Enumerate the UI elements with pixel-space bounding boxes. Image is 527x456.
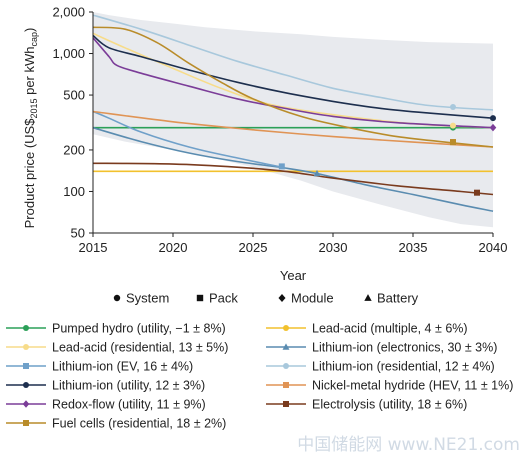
legend-label-lithium-ion-utility-12-3: Lithium-ion (utility, 12 ± 3%): [52, 379, 205, 393]
legend-marker-fuel-cells-residential-18-2: [23, 420, 29, 426]
series-marker-lithium-ion-ev-16-4: [278, 163, 285, 170]
y-axis-title-main: Product price (US$: [22, 118, 37, 229]
legend-marker-electrolysis-utility-18-6: [283, 401, 289, 407]
legend-marker-nickel-metal-hydride-hev-11-1: [283, 382, 289, 388]
legend: Pumped hydro (utility, −1 ± 8%) Lead-acid…: [6, 322, 513, 431]
series-marker-lead-acid-residential-13-5: [450, 122, 456, 129]
key-label-pack: Pack: [209, 291, 238, 306]
axes: 2015 2020 2025 2030 2035 2040 50 100 200 500 1,000…: [52, 5, 507, 256]
legend-marker-lithium-ion-utility-12-3: [23, 382, 29, 388]
series-marker-lithium-ion-utility-12-3: [490, 115, 496, 122]
series-line-lithium-ion-electronics-30-3: [92, 126, 494, 212]
y-tick-label-50: 50: [71, 226, 85, 241]
legend-marker-lithium-ion-electronics-30-3: [282, 343, 290, 350]
series-lines: [92, 14, 494, 212]
legend-marker-lithium-ion-residential-12-4: [283, 363, 289, 369]
legend-label-lead-acid-multiple-4-6: Lead-acid (multiple, 4 ± 6%): [312, 322, 468, 336]
series-marker-fuel-cells-residential-18-2: [450, 139, 456, 146]
legend-marker-lead-acid-residential-13-5: [23, 344, 29, 350]
x-tick-label-2025: 2025: [239, 240, 268, 255]
x-tick-label-2040: 2040: [479, 240, 508, 255]
legend-label-lithium-ion-ev-16-4: Lithium-ion (EV, 16 ± 4%): [52, 360, 193, 374]
key-marker-pack: [196, 294, 204, 302]
y-axis-title-end: ): [22, 28, 37, 32]
key-marker-system: [113, 294, 121, 302]
marker-key: System Pack Module Battery: [113, 291, 419, 306]
series-marker-redox-flow-utility-11-9: [489, 123, 497, 132]
legend-label-nickel-metal-hydride-hev-11-1: Nickel-metal hydride (HEV, 11 ± 1%): [312, 379, 513, 393]
series-line-lithium-ion-ev-16-4: [92, 110, 282, 168]
legend-label-redox-flow-utility-11-9: Redox-flow (utility, 11 ± 9%): [52, 398, 206, 412]
series-line-electrolysis-utility-18-6: [92, 162, 494, 196]
y-tick-label-1-000: 1,000: [52, 46, 85, 61]
series-markers: [278, 103, 497, 196]
legend-marker-pumped-hydro-utility-1-8: [23, 325, 29, 331]
legend-label-lead-acid-residential-13-5: Lead-acid (residential, 13 ± 5%): [52, 341, 228, 355]
series-line-lithium-ion-residential-12-4: [92, 14, 494, 111]
y-tick-label-100: 100: [63, 184, 85, 199]
key-marker-battery: [364, 294, 372, 301]
y-axis-title: Product price (US$2015 per kWhcap): [22, 28, 39, 229]
legend-label-fuel-cells-residential-18-2: Fuel cells (residential, 18 ± 2%): [52, 417, 226, 431]
y-axis-title-mid: per kWh: [22, 46, 37, 98]
legend-label-pumped-hydro-utility-1-8: Pumped hydro (utility, −1 ± 8%): [52, 322, 226, 336]
series-line-nickel-metal-hydride-hev-11-1: [92, 110, 494, 148]
series-marker-lithium-ion-electronics-30-3: [313, 169, 321, 177]
key-label-battery: Battery: [377, 291, 419, 306]
legend-marker-lead-acid-multiple-4-6: [283, 325, 289, 331]
y-tick-label-2-000: 2,000: [52, 5, 85, 20]
series-line-fuel-cells-residential-18-2: [92, 26, 494, 148]
watermark: 中国储能网 www.NE21.com: [297, 435, 520, 455]
series-marker-electrolysis-utility-18-6: [474, 189, 480, 196]
y-tick-label-200: 200: [63, 142, 85, 157]
key-label-system: System: [126, 291, 169, 306]
series-line-redox-flow-utility-11-9: [92, 37, 494, 129]
x-tick-label-2020: 2020: [159, 240, 188, 255]
series-marker-lithium-ion-residential-12-4: [450, 103, 456, 110]
key-marker-module: [278, 294, 286, 302]
x-axis-title: Year: [280, 268, 307, 283]
y-tick-label-500: 500: [63, 88, 85, 103]
series-line-lithium-ion-utility-12-3: [92, 34, 494, 119]
x-tick-label-2035: 2035: [399, 240, 428, 255]
legend-label-electrolysis-utility-18-6: Electrolysis (utility, 18 ± 6%): [312, 398, 467, 412]
legend-marker-redox-flow-utility-11-9: [22, 400, 30, 408]
legend-label-lithium-ion-residential-12-4: Lithium-ion (residential, 12 ± 4%): [312, 360, 495, 374]
x-tick-label-2015: 2015: [79, 240, 108, 255]
y-axis-title-sub2: cap: [29, 32, 39, 47]
x-tick-label-2030: 2030: [319, 240, 348, 255]
legend-label-lithium-ion-electronics-30-3: Lithium-ion (electronics, 30 ± 3%): [312, 341, 497, 355]
y-axis-title-sub: 2015: [29, 99, 39, 119]
legend-marker-lithium-ion-ev-16-4: [23, 363, 29, 369]
key-label-module: Module: [291, 291, 334, 306]
